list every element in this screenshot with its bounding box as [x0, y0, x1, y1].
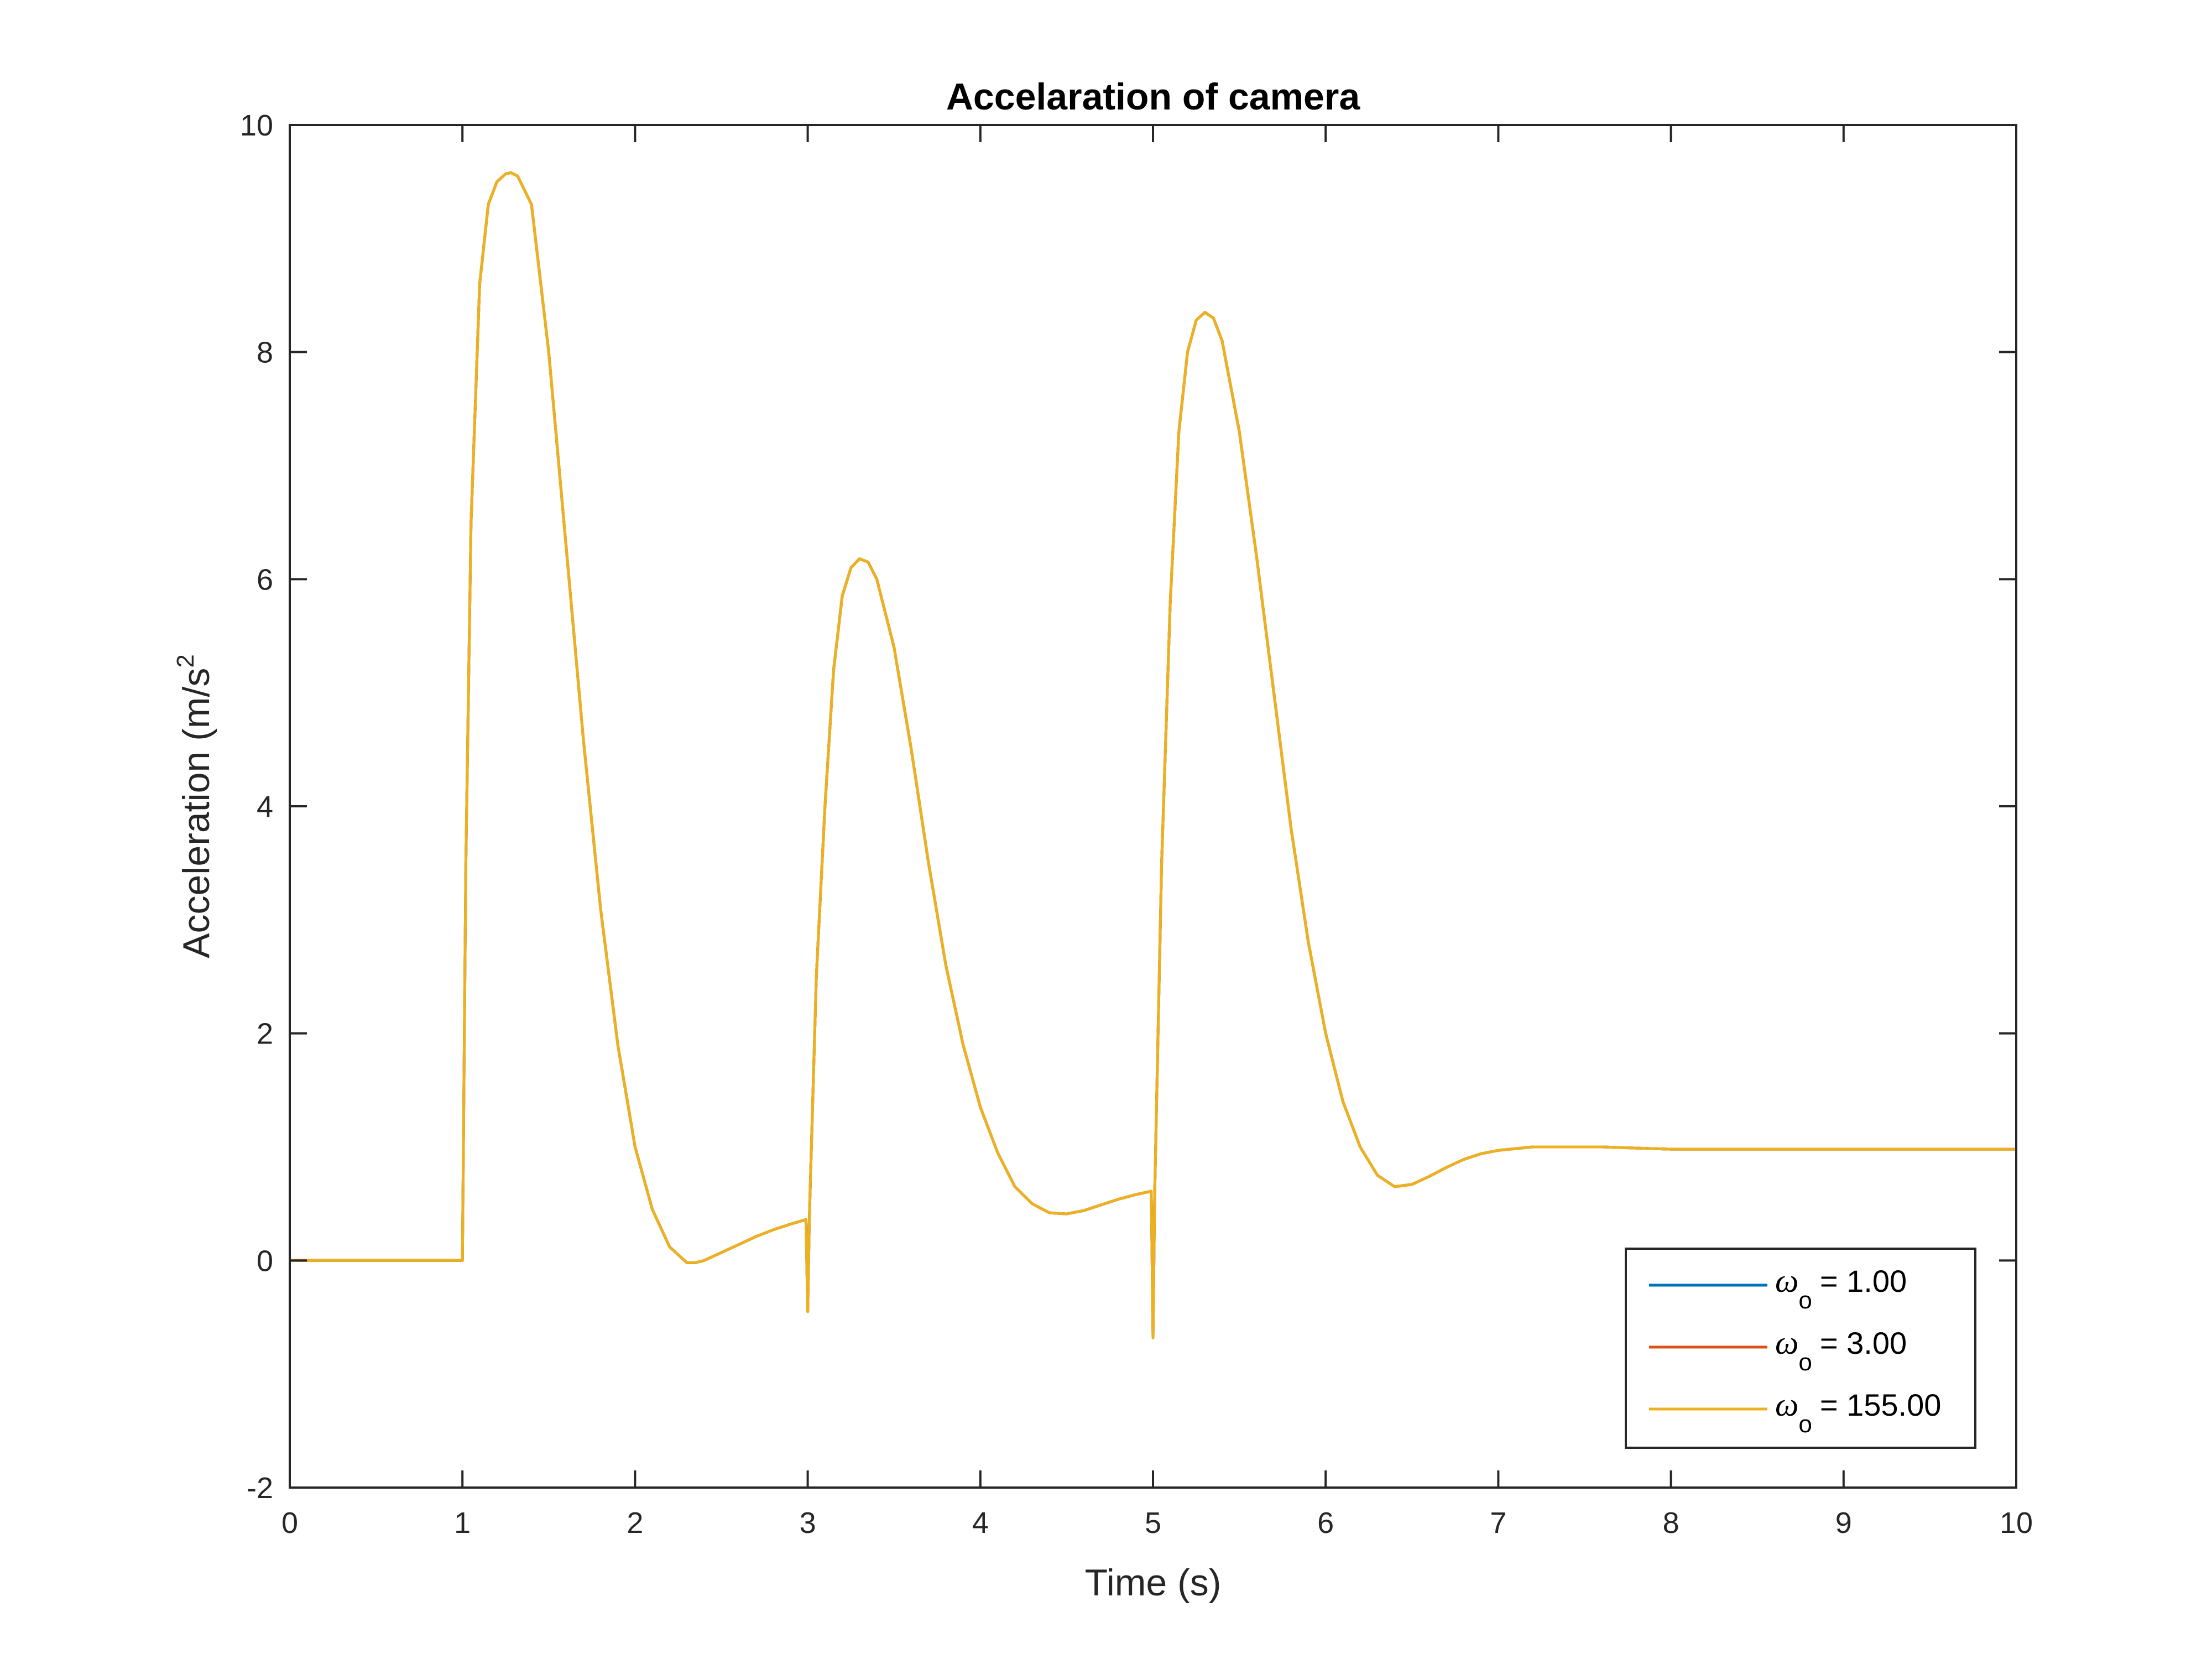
x-tick-label: 4 [972, 1506, 989, 1540]
legend-entry-series-2: ωo = 3.00 [1775, 1324, 1907, 1376]
legend-omega-symbol: ω [1775, 1324, 1798, 1361]
x-tick-label: 7 [1490, 1506, 1506, 1540]
legend-entry-series-3: ωo = 155.00 [1775, 1386, 1941, 1438]
y-axis-label: Acceleration (m/s2 [172, 654, 217, 958]
x-tick-label: 1 [454, 1506, 471, 1540]
legend-value-series-2: = 3.00 [1820, 1326, 1907, 1360]
y-axis-label-superscript: 2 [172, 654, 199, 667]
x-axis-ticks: 0 1 2 3 4 5 6 7 8 9 10 [281, 125, 2033, 1540]
y-tick-label: 2 [257, 1018, 273, 1051]
legend-omega-symbol: ω [1775, 1386, 1798, 1423]
legend-omega-subscript: o [1798, 1411, 1812, 1438]
y-tick-label: 10 [240, 109, 273, 142]
x-tick-label: 6 [1317, 1506, 1334, 1540]
y-axis-label-text: Acceleration (m/s [175, 668, 217, 958]
y-tick-label: 8 [257, 336, 273, 369]
y-tick-label: 6 [257, 563, 273, 596]
legend-value-series-1: = 1.00 [1820, 1264, 1907, 1298]
x-tick-label: 9 [1835, 1506, 1852, 1540]
series-line-3 [290, 171, 2016, 1339]
x-tick-label: 8 [1663, 1506, 1679, 1540]
y-axis-ticks: -2 0 2 4 6 8 10 [240, 109, 2016, 1505]
plot-lines [290, 171, 2016, 1339]
legend: ωo= 1.00 ωo= 3.00 ωo= 155.00 [1625, 1248, 1976, 1449]
x-tick-label: 10 [2000, 1506, 2033, 1540]
y-tick-label: -2 [247, 1472, 273, 1505]
x-tick-label: 5 [1145, 1506, 1161, 1540]
legend-entry-series-1: ωo = 1.00 [1775, 1262, 1907, 1314]
legend-omega-subscript: o [1798, 1287, 1812, 1314]
y-tick-label: 0 [257, 1244, 273, 1277]
x-tick-label: 2 [627, 1506, 643, 1540]
x-tick-label: 3 [800, 1506, 816, 1540]
chart-title: Accelaration of camera [946, 76, 1361, 118]
legend-value-series-3: = 155.00 [1820, 1387, 1942, 1422]
x-axis-label: Time (s) [1085, 1562, 1222, 1604]
legend-omega-symbol: ω [1775, 1262, 1798, 1299]
legend-omega-subscript: o [1798, 1349, 1812, 1376]
y-tick-label: 4 [257, 790, 273, 823]
x-tick-label: 0 [281, 1506, 298, 1540]
